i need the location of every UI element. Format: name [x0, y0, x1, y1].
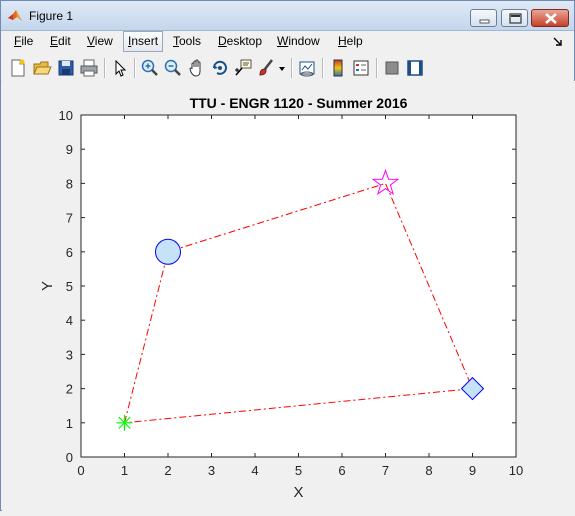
maximize-icon [502, 10, 529, 28]
menu-help[interactable]: Help [334, 32, 367, 51]
y-axis-label: Y [39, 281, 56, 291]
y-tick-label: 0 [66, 450, 73, 465]
y-tick-label: 5 [66, 279, 73, 294]
figure-canvas: 0 1 2 3 4 5 6 7 8 9 10 0 1 2 3 4 5 6 7 8 9 10 TTU - ENGR 1120 … [2, 81, 575, 511]
save-icon[interactable] [56, 58, 76, 78]
toolbar-separator [291, 58, 293, 78]
menu-edit[interactable]: Edit [46, 32, 75, 51]
x-tick-label: 4 [251, 463, 258, 478]
open-file-icon[interactable] [32, 58, 52, 78]
figure-toolbar [1, 54, 574, 82]
y-tick-label: 9 [66, 142, 73, 157]
y-tick-label: 8 [66, 176, 73, 191]
x-tick-label: 2 [164, 463, 171, 478]
plot-area[interactable]: 0 1 2 3 4 5 6 7 8 9 10 0 1 2 3 4 5 6 7 8 9 10 TTU - ENGR 1120 … [2, 81, 575, 511]
show-plot-tools-icon[interactable] [405, 58, 425, 78]
circle-marker[interactable] [156, 239, 181, 264]
menu-desktop[interactable]: Desktop [214, 32, 266, 51]
data-cursor-icon[interactable] [233, 58, 253, 78]
close-button[interactable] [531, 9, 569, 27]
brush-dropdown-icon[interactable] [278, 58, 286, 78]
matlab-logo-icon [7, 8, 23, 24]
menu-tools[interactable]: Tools [169, 32, 205, 51]
close-icon [532, 10, 570, 28]
x-tick-label: 10 [509, 463, 523, 478]
pan-hand-icon[interactable] [187, 58, 207, 78]
menu-file[interactable]: File [10, 32, 37, 51]
menu-bar: File Edit View Insert Tools Desktop Wind… [1, 31, 574, 54]
x-tick-label: 6 [338, 463, 345, 478]
x-tick-label: 0 [77, 463, 84, 478]
y-tick-label: 1 [66, 416, 73, 431]
menu-insert[interactable]: Insert [123, 31, 163, 52]
maximize-button[interactable] [501, 9, 528, 27]
minimize-icon [471, 10, 498, 28]
minimize-button[interactable] [470, 9, 497, 27]
toolbar-separator [134, 58, 136, 78]
toolbar-separator [322, 58, 324, 78]
zoom-in-icon[interactable] [140, 58, 160, 78]
edit-plot-arrow-icon[interactable] [110, 58, 130, 78]
x-tick-label: 3 [208, 463, 215, 478]
menu-window[interactable]: Window [273, 32, 324, 51]
x-tick-label: 9 [469, 463, 476, 478]
x-tick-label: 8 [425, 463, 432, 478]
toolbar-separator [104, 58, 106, 78]
toolbar-separator [376, 58, 378, 78]
insert-colorbar-icon[interactable] [328, 58, 348, 78]
link-plot-icon[interactable] [297, 58, 317, 78]
menu-view[interactable]: View [83, 32, 117, 51]
new-figure-icon[interactable] [8, 58, 28, 78]
window-title: Figure 1 [29, 9, 73, 23]
dock-arrow-icon[interactable] [552, 36, 564, 48]
y-tick-label: 2 [66, 382, 73, 397]
x-axis-label: X [293, 484, 303, 501]
insert-legend-icon[interactable] [351, 58, 371, 78]
title-bar[interactable]: Figure 1 [1, 1, 574, 31]
y-tick-label: 10 [59, 108, 73, 123]
x-tick-label: 5 [295, 463, 302, 478]
rotate-3d-icon[interactable] [210, 58, 230, 78]
x-tick-label: 7 [382, 463, 389, 478]
x-tick-label: 1 [121, 463, 128, 478]
y-tick-label: 6 [66, 245, 73, 260]
chart-title: TTU - ENGR 1120 - Summer 2016 [190, 95, 408, 111]
brush-icon[interactable] [256, 58, 276, 78]
zoom-out-icon[interactable] [163, 58, 183, 78]
y-tick-label: 7 [66, 211, 73, 226]
print-icon[interactable] [79, 58, 99, 78]
hide-plot-tools-icon[interactable] [382, 58, 402, 78]
y-tick-label: 3 [66, 347, 73, 362]
y-tick-label: 4 [66, 313, 73, 328]
asterisk-marker[interactable] [117, 415, 133, 431]
axes-box[interactable] [81, 115, 516, 457]
